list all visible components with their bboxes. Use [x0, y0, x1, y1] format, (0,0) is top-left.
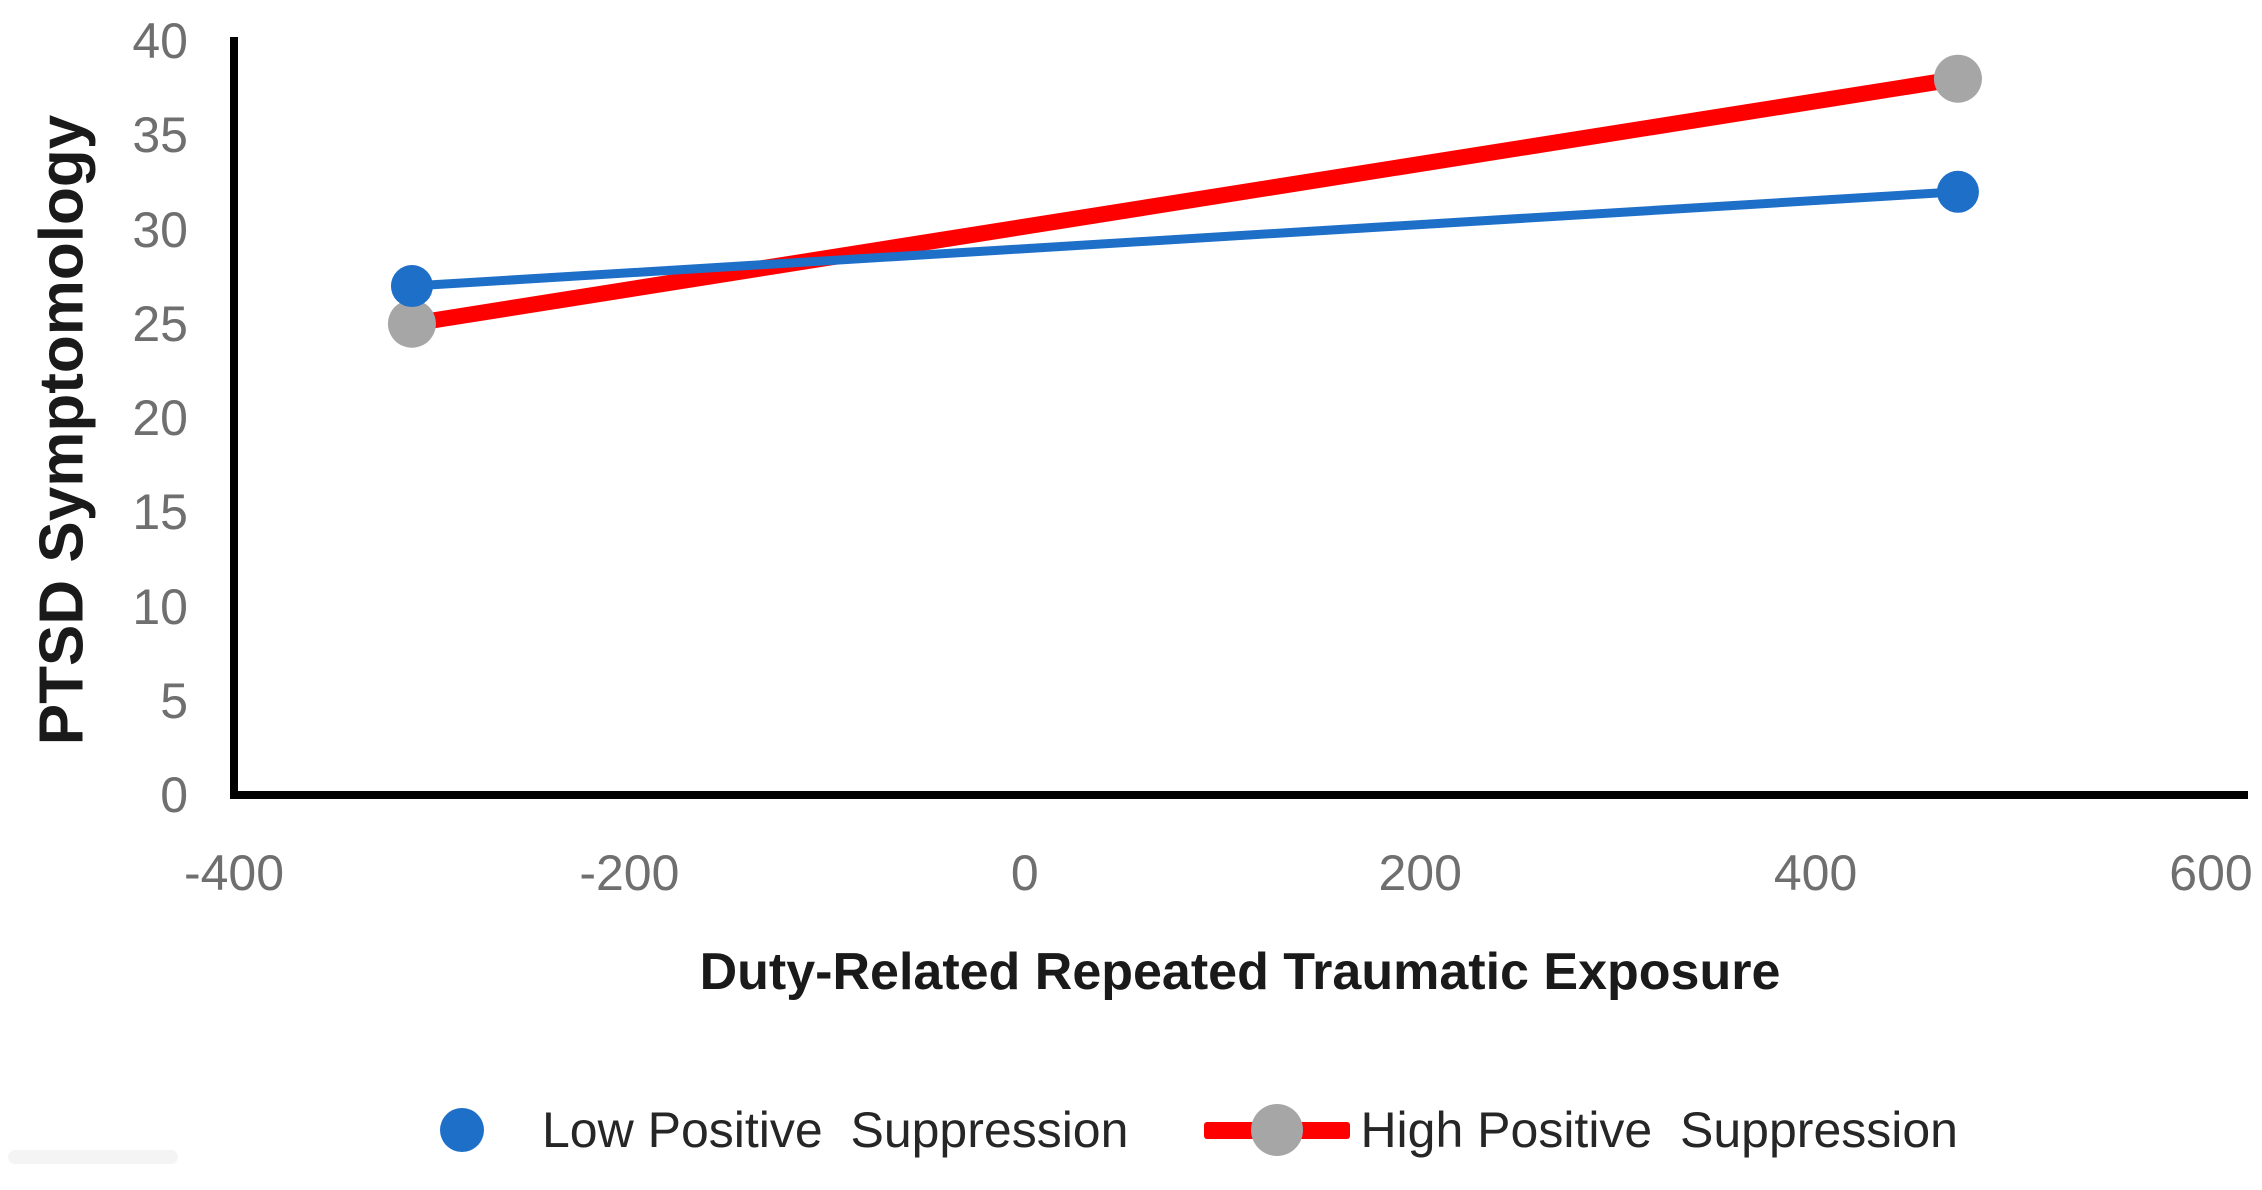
y-tick-label: 20: [132, 390, 188, 446]
x-tick-label: -200: [579, 845, 680, 901]
y-tick-label: 40: [132, 13, 188, 69]
y-tick-label: 25: [132, 295, 188, 352]
y-tick-label: 35: [132, 107, 188, 164]
legend-label-low-positive-suppression: Low Positive Suppression: [542, 1102, 1129, 1158]
legend-item-high-positive-suppression: High Positive Suppression: [1204, 1101, 1958, 1159]
legend-label-high-positive-suppression: High Positive Suppression: [1360, 1102, 1958, 1158]
legend-line-dot-icon: [1251, 1104, 1304, 1156]
legend: Low Positive Suppression High Positive S…: [440, 1092, 1958, 1168]
legend-item-low-positive-suppression: Low Positive Suppression: [440, 1101, 1128, 1159]
y-tick-label: 15: [132, 484, 188, 541]
legend-dot-icon: [440, 1108, 484, 1152]
data-point-marker-low-positive-suppression: [390, 265, 433, 308]
y-tick-label: 0: [160, 767, 188, 823]
scan-artifact: [8, 1150, 178, 1164]
y-tick-label: 30: [132, 201, 188, 258]
data-point-marker-low-positive-suppression: [1936, 170, 1979, 213]
x-tick-label: -400: [183, 845, 285, 901]
y-tick-label: 10: [132, 578, 188, 635]
data-point-marker-high-positive-suppression: [1933, 54, 1982, 103]
y-tick-label: 5: [160, 672, 188, 729]
series-line-high-positive-suppression: [403, 70, 1966, 332]
data-point-marker-high-positive-suppression: [387, 299, 436, 348]
x-axis-title: Duty-Related Repeated Traumatic Exposure: [699, 943, 1781, 1001]
x-tick-label: 400: [1773, 845, 1858, 901]
series-line-low-positive-suppression: [407, 187, 1963, 291]
legend-line-icon: [1204, 1104, 1351, 1156]
x-tick-label: 200: [1378, 845, 1462, 901]
x-tick-label: 0: [1010, 845, 1039, 901]
x-tick-label: 600: [2169, 845, 2253, 901]
